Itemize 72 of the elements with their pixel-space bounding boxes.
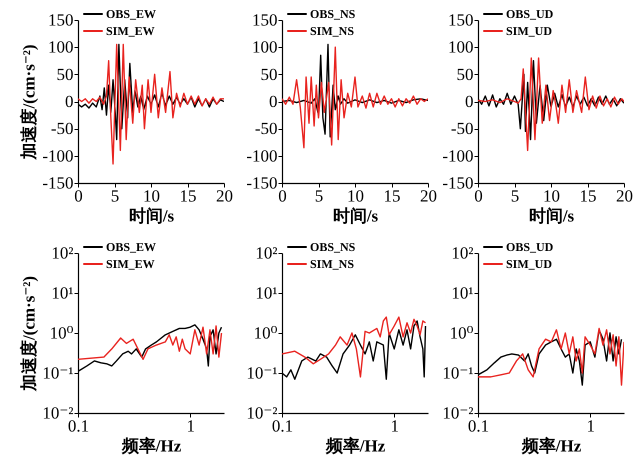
y-tick-label: 10⁻¹	[442, 364, 474, 382]
y-tick-label: 10¹	[255, 284, 278, 302]
x-tick-label: 5	[510, 186, 520, 206]
y-tick-label: -150	[42, 174, 74, 192]
y-tick-label: -100	[42, 146, 74, 166]
x-tick-label: 15	[580, 186, 596, 206]
x-tick-label: 1	[390, 416, 399, 436]
x-tick-label: 0.1	[272, 416, 294, 436]
y-tick-label: 100	[448, 38, 474, 57]
y-tick-label: 10²	[255, 244, 278, 262]
x-tick-label: 10	[543, 186, 560, 206]
x-tick-label: 20	[216, 186, 233, 206]
y-tick-label: 50	[456, 64, 474, 84]
legend-label: OBS_UD	[506, 240, 554, 254]
y-tick-label: 150	[252, 10, 278, 30]
x-axis-title: 频率/Hz	[120, 436, 182, 456]
y-tick-label: 150	[48, 10, 74, 30]
y-tick-label: -150	[442, 174, 474, 192]
x-axis-title: 时间/s	[528, 206, 575, 226]
y-tick-label: -50	[450, 119, 474, 138]
x-tick-label: 5	[110, 186, 120, 206]
legend-label: OBS_NS	[310, 7, 356, 21]
x-axis-title: 时间/s	[128, 206, 175, 226]
y-tick-label: 10⁻¹	[246, 364, 278, 382]
x-tick-label: 10	[143, 186, 160, 206]
x-tick-label: 0.1	[468, 416, 490, 436]
y-tick-label: -50	[50, 119, 74, 138]
x-axis-title: 频率/Hz	[324, 436, 386, 456]
legend-label: OBS_EW	[106, 240, 156, 254]
x-tick-label: 0.1	[68, 416, 90, 436]
y-tick-label: 10²	[451, 244, 474, 262]
y-tick-label: 0	[65, 92, 74, 111]
legend-label: OBS_EW	[106, 7, 156, 21]
x-tick-label: 10	[347, 186, 364, 206]
x-tick-label: 20	[616, 186, 633, 206]
y-tick-label: 100	[48, 38, 74, 57]
x-tick-label: 15	[180, 186, 196, 206]
y-tick-label: 150	[448, 10, 474, 30]
y-tick-label: 10¹	[451, 284, 474, 302]
y-tick-label: 10⁰	[254, 324, 278, 342]
legend-label: SIM_UD	[506, 257, 552, 271]
legend-label: OBS_NS	[310, 240, 356, 254]
y-tick-label: 50	[260, 64, 278, 84]
y-tick-label: 10⁻¹	[42, 364, 74, 382]
y-tick-label: 10²	[51, 244, 74, 262]
legend-label: SIM_NS	[310, 24, 354, 38]
y-tick-label: 50	[56, 64, 74, 84]
line-series	[78, 44, 224, 165]
x-tick-label: 5	[314, 186, 324, 206]
x-tick-label: 15	[384, 186, 400, 206]
legend-label: SIM_UD	[506, 24, 552, 38]
x-axis-title: 频率/Hz	[520, 436, 582, 456]
legend-label: SIM_NS	[310, 257, 354, 271]
x-tick-label: 20	[420, 186, 437, 206]
x-tick-label: 1	[186, 416, 195, 436]
y-axis-title: 加速度/(cm·s⁻²)	[19, 44, 38, 161]
y-tick-label: -150	[246, 174, 278, 192]
y-tick-label: 100	[252, 38, 278, 57]
legend-label: OBS_UD	[506, 7, 554, 21]
y-tick-label: -100	[442, 146, 474, 166]
y-tick-label: 10⁰	[50, 324, 74, 342]
y-tick-label: 0	[465, 92, 474, 111]
x-tick-label: 1	[586, 416, 595, 436]
y-tick-label: 0	[269, 92, 278, 111]
y-tick-label: 10¹	[51, 284, 74, 302]
y-axis-title: 加速度/(cm·s⁻²)	[19, 276, 38, 392]
x-axis-title: 时间/s	[332, 206, 379, 226]
y-tick-label: -50	[254, 119, 278, 138]
y-tick-label: 10⁰	[450, 324, 474, 342]
legend-label: SIM_EW	[106, 24, 155, 38]
y-tick-label: -100	[246, 146, 278, 166]
legend-label: SIM_EW	[106, 257, 155, 271]
